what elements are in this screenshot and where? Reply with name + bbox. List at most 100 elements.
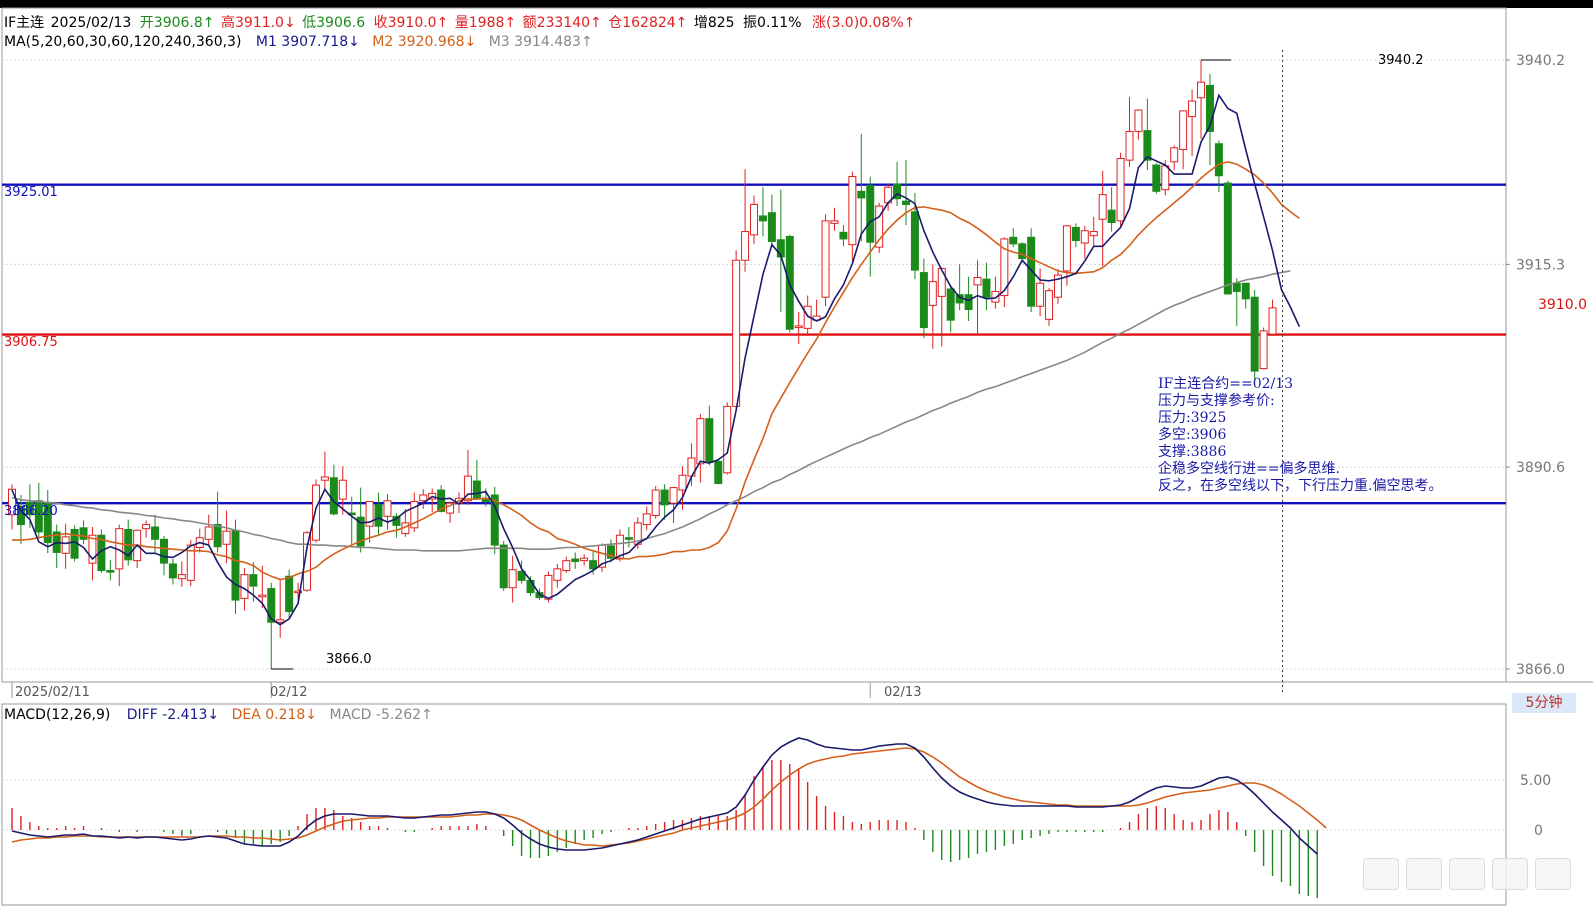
watermark-tile bbox=[1363, 858, 1399, 890]
x-label-day1: 2025/02/11 bbox=[15, 685, 90, 700]
macd-tick-label: 5.00 bbox=[1520, 773, 1551, 789]
candle-body bbox=[356, 516, 365, 547]
candle-body bbox=[991, 290, 1000, 303]
note-line: 多空:3906 bbox=[1158, 427, 1227, 443]
watermark-tile bbox=[1492, 858, 1528, 890]
candle-body bbox=[1027, 236, 1036, 307]
candle-body bbox=[902, 200, 910, 205]
candle-body bbox=[580, 557, 589, 562]
candle-body bbox=[8, 488, 16, 516]
macd-panel-frame bbox=[1, 703, 1507, 906]
macd-macd-value: MACD -5.262↑ bbox=[329, 707, 433, 723]
candle-body bbox=[589, 560, 598, 570]
candle-body bbox=[1036, 282, 1045, 307]
watermark-tile bbox=[1449, 858, 1485, 890]
candle-body bbox=[794, 325, 803, 329]
macd-tick-label: 0 bbox=[1534, 823, 1543, 839]
candle-body bbox=[34, 500, 43, 533]
change-value: 涨(3.0)0.08%↑ bbox=[811, 15, 916, 31]
macd-diff-line bbox=[11, 737, 1318, 855]
candle-body bbox=[741, 231, 750, 261]
candle-body bbox=[821, 220, 830, 298]
candle-body bbox=[213, 524, 222, 548]
candle-body bbox=[1188, 100, 1197, 118]
candle-body bbox=[669, 487, 678, 504]
candle-body bbox=[1152, 164, 1161, 192]
x-label-day3: 02/13 bbox=[884, 685, 922, 700]
candle-body bbox=[517, 570, 526, 581]
candle-body bbox=[1116, 157, 1125, 222]
candle-body bbox=[303, 532, 312, 591]
period-selector[interactable]: 5分钟 bbox=[1512, 693, 1576, 713]
candle-body bbox=[964, 294, 973, 311]
candle-body bbox=[606, 545, 615, 559]
high-value: 高3911.0↓ bbox=[220, 15, 296, 31]
candle-body bbox=[1045, 290, 1054, 320]
candle-body bbox=[1232, 282, 1241, 292]
candle-body bbox=[88, 534, 97, 564]
candle-body bbox=[258, 594, 267, 598]
note-line: 反之，在多空线以下，下行压力重.偏空思考。 bbox=[1158, 478, 1443, 494]
candle-body bbox=[946, 288, 955, 321]
y-tick-label: 3940.2 bbox=[1516, 53, 1565, 69]
candle-body bbox=[419, 494, 428, 502]
candle-body bbox=[1107, 209, 1116, 224]
candle-body bbox=[1071, 226, 1080, 242]
main-panel-frame bbox=[1, 7, 1507, 683]
candle-body bbox=[642, 513, 651, 526]
candle-body bbox=[660, 489, 669, 506]
candle-body bbox=[294, 590, 303, 594]
candle-body bbox=[1197, 81, 1206, 99]
candle-body bbox=[919, 272, 928, 329]
candle-body bbox=[267, 588, 276, 623]
ma-m1-line bbox=[11, 93, 1301, 626]
candle-body bbox=[1018, 243, 1027, 260]
candle-body bbox=[320, 476, 329, 481]
candle-body bbox=[222, 530, 231, 545]
increase-value: 增825 bbox=[693, 15, 735, 31]
candle-body bbox=[25, 501, 34, 516]
candle-body bbox=[1143, 130, 1152, 161]
candle-body bbox=[1214, 143, 1223, 177]
y-tick-label: 3866.0 bbox=[1516, 662, 1565, 678]
candle-body bbox=[285, 575, 294, 613]
note-line: IF主连合约==02/13 bbox=[1158, 376, 1294, 392]
support-level-label: 3886.20 bbox=[4, 504, 58, 519]
candle-body bbox=[1062, 225, 1071, 272]
min-price-label: 3866.0 bbox=[326, 652, 372, 667]
analysis-note: IF主连合约==02/13 压力与支撑参考价: 压力:3925 多空:3906 … bbox=[1158, 376, 1442, 495]
candle-body bbox=[910, 211, 919, 271]
quote-header: IF主连 2025/02/13 开3906.8↑ 高3911.0↓ 低3906.… bbox=[4, 12, 921, 32]
candle-body bbox=[311, 484, 320, 541]
candle-body bbox=[1000, 238, 1009, 297]
candle-body bbox=[651, 489, 660, 517]
candle-body bbox=[615, 534, 624, 560]
candle-body bbox=[705, 418, 714, 463]
candle-body bbox=[499, 544, 508, 589]
macd-legend: MACD(12,26,9) DIFF -2.413↓ DEA 0.218↓ MA… bbox=[4, 707, 439, 723]
candle-body bbox=[338, 479, 347, 500]
candle-body bbox=[1241, 282, 1250, 300]
candle-body bbox=[866, 185, 875, 243]
candle-body bbox=[848, 176, 857, 246]
watermark-tile bbox=[1406, 858, 1442, 890]
note-line: 压力与支撑参考价: bbox=[1158, 393, 1275, 409]
macd-params-label: MACD(12,26,9) bbox=[4, 707, 111, 723]
current-price-tag: 3910.0 bbox=[1538, 297, 1587, 313]
candle-body bbox=[875, 205, 884, 248]
volume-value: 量1988↑ bbox=[454, 15, 517, 31]
candle-body bbox=[508, 569, 517, 589]
candle-body bbox=[571, 558, 580, 562]
macd-diff-value: DIFF -2.413↓ bbox=[126, 707, 220, 723]
macd-dea-value: DEA 0.218↓ bbox=[231, 707, 318, 723]
candle-body bbox=[696, 418, 705, 465]
ma-legend: MA(5,20,60,30,60,120,240,360,3) M1 3907.… bbox=[4, 34, 599, 50]
candle-body bbox=[329, 477, 338, 515]
candle-body bbox=[732, 259, 741, 407]
candle-body bbox=[463, 475, 472, 502]
candle-body bbox=[982, 278, 991, 298]
symbol-label: IF主连 bbox=[4, 15, 45, 31]
candle-body bbox=[374, 504, 383, 527]
candle-body bbox=[928, 281, 937, 306]
